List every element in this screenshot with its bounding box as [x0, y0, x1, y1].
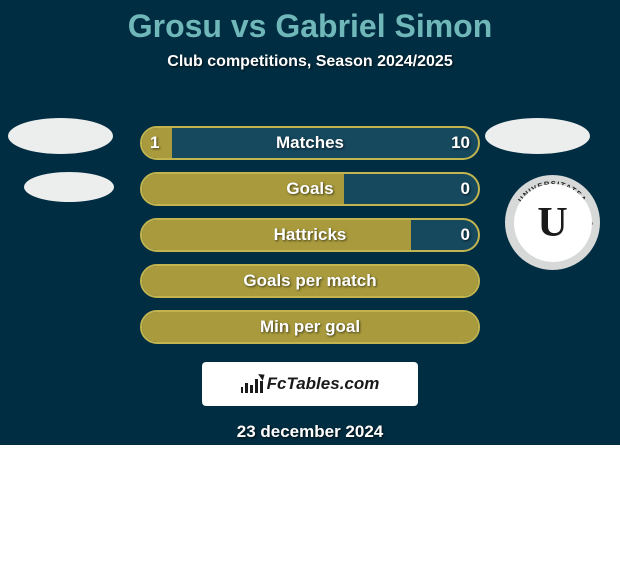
brand-badge: FcTables.com — [202, 362, 418, 406]
stat-row: Min per goal — [0, 304, 620, 350]
stat-row: Matches110 — [0, 120, 620, 166]
stat-row: Goals per match — [0, 258, 620, 304]
brand-text: FcTables.com — [267, 374, 380, 394]
player-left-name: Grosu — [128, 8, 222, 44]
comparison-card: Grosu vs Gabriel Simon Club competitions… — [0, 0, 620, 445]
generated-date: 23 december 2024 — [0, 422, 620, 442]
stat-bar-track — [140, 126, 480, 160]
player-right-name: Gabriel Simon — [275, 8, 492, 44]
stat-bar-fill — [142, 266, 478, 296]
vs-separator: vs — [222, 8, 275, 44]
stat-bars: Matches110Goals0Hattricks0Goals per matc… — [0, 120, 620, 350]
stat-bar-track — [140, 172, 480, 206]
stat-row: Goals0 — [0, 166, 620, 212]
subtitle: Club competitions, Season 2024/2025 — [0, 53, 620, 71]
stat-row: Hattricks0 — [0, 212, 620, 258]
stat-bar-track — [140, 264, 480, 298]
stat-bar-fill — [142, 220, 411, 250]
page-title: Grosu vs Gabriel Simon — [0, 0, 620, 45]
stat-bar-fill — [142, 128, 172, 158]
stat-bar-fill — [142, 174, 344, 204]
stat-bar-track — [140, 218, 480, 252]
brand-chart-icon — [241, 375, 263, 393]
stat-bar-fill — [142, 312, 478, 342]
stat-bar-track — [140, 310, 480, 344]
